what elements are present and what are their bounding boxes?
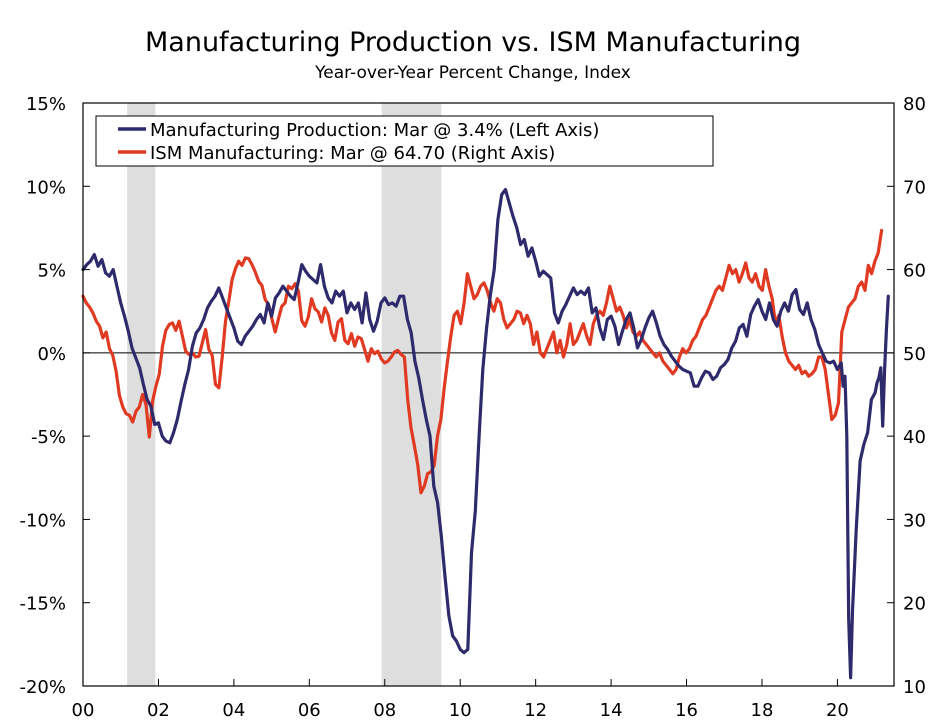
right-tick-label: 80	[903, 94, 926, 115]
plot-frame	[82, 102, 895, 687]
left-tick-label: -10%	[19, 510, 66, 531]
x-tick-label: 20	[826, 700, 849, 721]
chart-title: Manufacturing Production vs. ISM Manufac…	[145, 27, 801, 58]
left-tick-label: -20%	[19, 677, 66, 698]
right-tick-label: 10	[903, 677, 926, 698]
series-line-ism-manufacturing	[81, 228, 884, 495]
left-axis: 15% 10% 5% 0% -5% -10% -15% -20%	[19, 94, 90, 698]
legend-label-manufacturing-production: Manufacturing Production: Mar @ 3.4% (Le…	[150, 120, 599, 141]
left-tick-label: 10%	[26, 177, 66, 198]
left-tick-label: 0%	[37, 344, 66, 365]
x-axis: 00 02 04 06 08 10 12 14 16 18 20	[72, 679, 849, 721]
x-tick-label: 14	[600, 700, 623, 721]
left-tick-label: -15%	[19, 594, 66, 615]
x-tick-label: 02	[147, 700, 170, 721]
right-tick-label: 30	[903, 510, 926, 531]
recession-band-2	[381, 103, 442, 686]
right-tick-label: 70	[903, 177, 926, 198]
x-tick-label: 18	[751, 700, 774, 721]
series-layer	[81, 188, 890, 680]
right-axis: 80 70 60 50 40 30 20 10	[887, 94, 926, 698]
x-tick-label: 06	[298, 700, 321, 721]
left-tick-label: -5%	[31, 427, 66, 448]
legend-label-ism-manufacturing: ISM Manufacturing: Mar @ 64.70 (Right Ax…	[150, 143, 555, 164]
x-tick-label: 08	[373, 700, 396, 721]
right-tick-label: 40	[903, 427, 926, 448]
right-tick-label: 60	[903, 261, 926, 282]
left-tick-label: 5%	[37, 261, 66, 282]
series-line-manufacturing-production	[81, 188, 890, 680]
x-tick-label: 16	[675, 700, 698, 721]
legend: Manufacturing Production: Mar @ 3.4% (Le…	[95, 115, 714, 167]
legend-box	[95, 115, 714, 167]
x-tick-label: 00	[72, 700, 95, 721]
x-tick-label: 04	[222, 700, 245, 721]
right-tick-label: 20	[903, 594, 926, 615]
right-tick-label: 50	[903, 344, 926, 365]
x-tick-label: 10	[449, 700, 472, 721]
recession-bands	[127, 103, 442, 686]
left-tick-label: 15%	[26, 94, 66, 115]
x-tick-label: 12	[524, 700, 547, 721]
chart-subtitle: Year-over-Year Percent Change, Index	[314, 63, 631, 83]
